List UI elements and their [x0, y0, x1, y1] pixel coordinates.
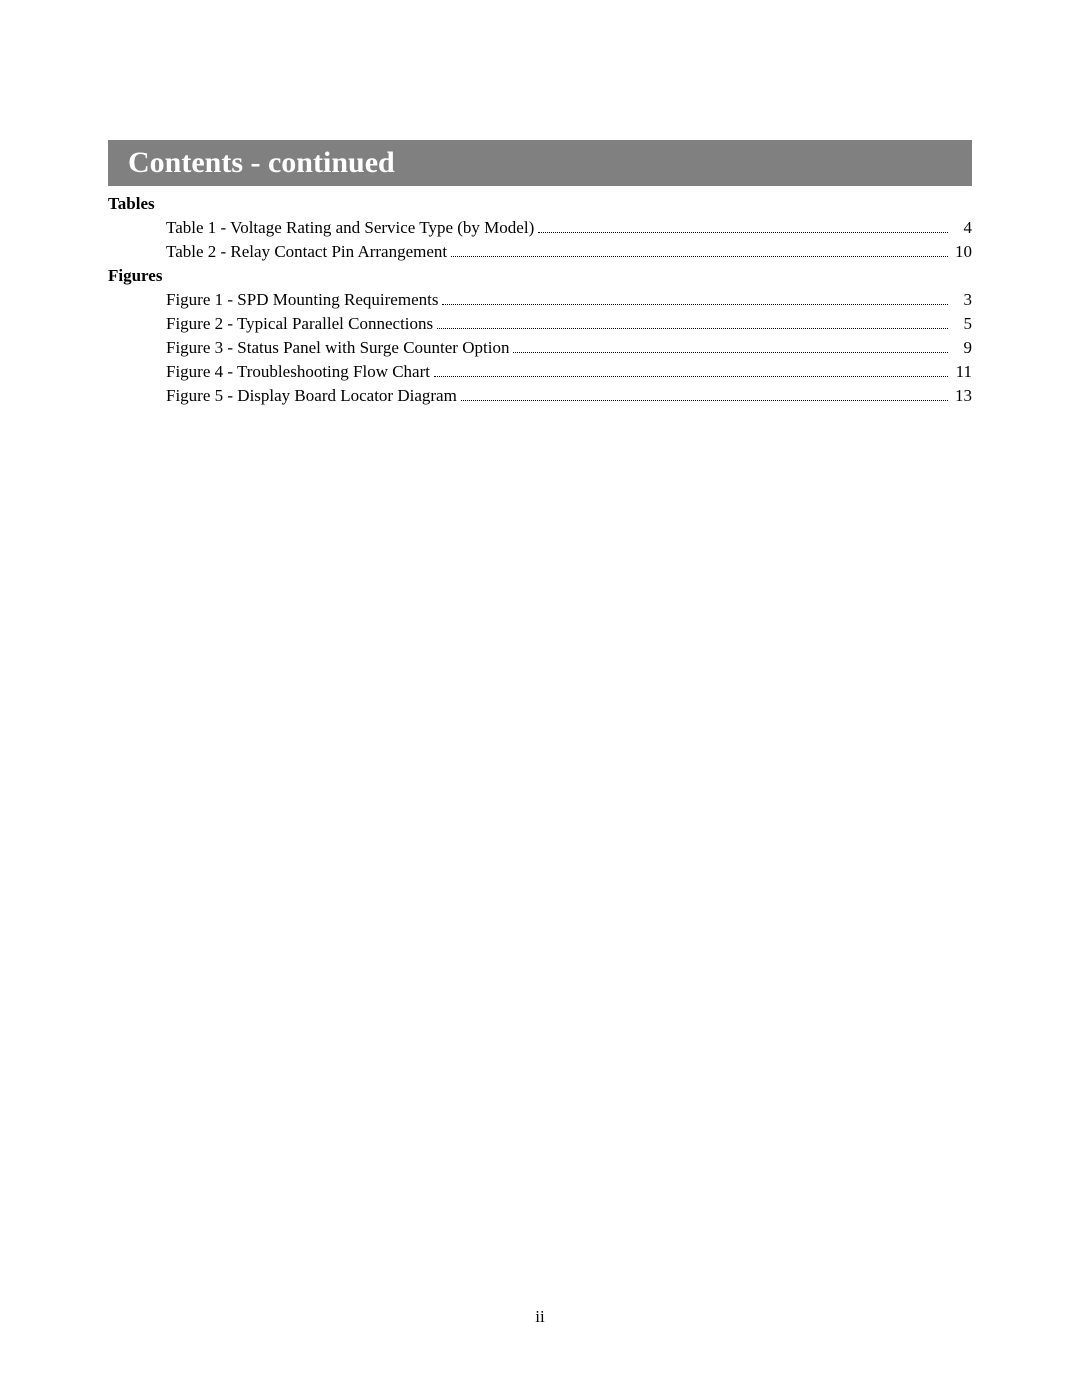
toc-page: 11 — [952, 362, 972, 382]
toc-entry: Figure 4 - Troubleshooting Flow Chart 11 — [166, 362, 972, 382]
toc-entry: Figure 2 - Typical Parallel Connections … — [166, 314, 972, 334]
toc-dots — [437, 328, 948, 329]
page-content: Contents - continued Tables Table 1 - Vo… — [0, 0, 1080, 406]
toc-text: Table 2 - Relay Contact Pin Arrangement — [166, 242, 447, 262]
toc-dots — [434, 376, 948, 377]
toc-entry: Figure 3 - Status Panel with Surge Count… — [166, 338, 972, 358]
toc-page: 3 — [952, 290, 972, 310]
toc-page: 10 — [952, 242, 972, 262]
toc-text: Table 1 - Voltage Rating and Service Typ… — [166, 218, 534, 238]
toc-entry: Table 2 - Relay Contact Pin Arrangement … — [166, 242, 972, 262]
toc-page: 13 — [952, 386, 972, 406]
toc-text: Figure 1 - SPD Mounting Requirements — [166, 290, 438, 310]
title-bar: Contents - continued — [108, 140, 972, 186]
section-label-tables: Tables — [108, 194, 972, 214]
toc-text: Figure 5 - Display Board Locator Diagram — [166, 386, 457, 406]
toc-entry: Figure 5 - Display Board Locator Diagram… — [166, 386, 972, 406]
title-text: Contents - continued — [128, 146, 395, 179]
section-label-text: Tables — [108, 194, 155, 213]
toc-page: 9 — [952, 338, 972, 358]
toc-dots — [538, 232, 948, 233]
toc-page: 5 — [952, 314, 972, 334]
toc-text: Figure 3 - Status Panel with Surge Count… — [166, 338, 509, 358]
toc-page: 4 — [952, 218, 972, 238]
toc-text: Figure 4 - Troubleshooting Flow Chart — [166, 362, 430, 382]
toc-dots — [442, 304, 948, 305]
section-label-text: Figures — [108, 266, 162, 285]
section-label-figures: Figures — [108, 266, 972, 286]
page-number: ii — [0, 1307, 1080, 1327]
toc-dots — [461, 400, 948, 401]
toc-entry: Table 1 - Voltage Rating and Service Typ… — [166, 218, 972, 238]
toc-text: Figure 2 - Typical Parallel Connections — [166, 314, 433, 334]
page-number-text: ii — [535, 1307, 544, 1326]
toc-entry: Figure 1 - SPD Mounting Requirements 3 — [166, 290, 972, 310]
toc-dots — [451, 256, 948, 257]
toc-dots — [513, 352, 948, 353]
